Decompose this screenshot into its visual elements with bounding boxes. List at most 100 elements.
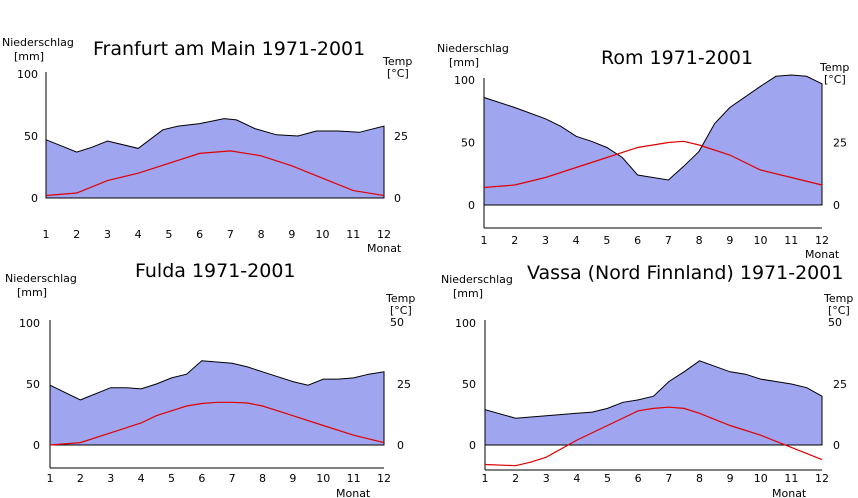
x-tick-label: 2 <box>511 234 518 247</box>
precipitation-area <box>45 118 385 199</box>
right-axis-label: Temp <box>819 61 849 74</box>
x-tick-label: 8 <box>259 472 266 485</box>
x-tick-label: 2 <box>77 472 84 485</box>
left-tick-label: 0 <box>31 192 38 205</box>
left-axis-unit: [mm] <box>14 50 44 63</box>
temperature-line <box>484 406 823 467</box>
x-tick-label: 4 <box>573 472 580 485</box>
x-tick-label: 2 <box>73 228 80 241</box>
x-tick-label: 10 <box>754 472 768 485</box>
x-tick-label: 9 <box>726 234 733 247</box>
x-tick-label: 3 <box>543 472 550 485</box>
x-tick-label: 8 <box>696 472 703 485</box>
x-tick-label: 5 <box>165 228 172 241</box>
x-tick-label: 6 <box>635 472 642 485</box>
x-axis-label: Monat <box>772 487 807 498</box>
right-tick-label: 0 <box>394 192 401 205</box>
right-axis-unit: [°C] <box>390 304 412 317</box>
x-tick-label: 5 <box>168 472 175 485</box>
precipitation-area <box>483 74 823 206</box>
left-axis-unit: [mm] <box>453 287 483 300</box>
x-tick-label: 1 <box>482 472 489 485</box>
left-tick-label: 0 <box>468 199 475 212</box>
x-tick-label: 9 <box>727 472 734 485</box>
right-axis-unit: [°C] <box>828 304 850 317</box>
left-axis-label: Niederschlag <box>2 36 74 49</box>
right-axis-label: Temp <box>382 55 412 68</box>
temperature-line <box>49 401 385 446</box>
chart-title: Vassa (Nord Finnland) 1971-2001 <box>527 262 843 284</box>
x-tick-label: 7 <box>665 472 672 485</box>
x-tick-label: 1 <box>481 234 488 247</box>
temperature-line <box>45 150 385 197</box>
x-tick-label: 4 <box>135 228 142 241</box>
left-tick-label: 50 <box>24 130 38 143</box>
x-tick-label: 11 <box>784 472 798 485</box>
x-tick-label: 10 <box>316 228 330 241</box>
x-tick-label: 11 <box>346 228 360 241</box>
chart-title: Rom 1971-2001 <box>601 47 753 69</box>
x-tick-label: 10 <box>754 234 768 247</box>
x-tick-label: 12 <box>815 234 829 247</box>
right-tick-label: 0 <box>397 439 404 452</box>
left-tick-label: 50 <box>462 378 476 391</box>
left-tick-label: 0 <box>33 439 40 452</box>
x-tick-label: 2 <box>512 472 519 485</box>
x-tick-label: 3 <box>107 472 114 485</box>
x-tick-label: 4 <box>138 472 145 485</box>
x-axis-label: Monat <box>805 248 840 261</box>
right-axis-unit: [°C] <box>824 73 846 86</box>
right-tick-label: 25 <box>394 130 408 143</box>
right-axis-label: Temp <box>823 292 853 305</box>
x-tick-label: 1 <box>43 228 50 241</box>
x-tick-label: 12 <box>377 228 391 241</box>
left-tick-label: 100 <box>454 74 475 87</box>
x-tick-label: 9 <box>289 472 296 485</box>
right-tick-label: 25 <box>397 378 411 391</box>
x-tick-label: 7 <box>229 472 236 485</box>
left-axis-unit: [mm] <box>17 286 47 299</box>
left-axis-label: Niederschlag <box>5 272 77 285</box>
x-tick-label: 5 <box>604 472 611 485</box>
chart-title: Fulda 1971-2001 <box>135 260 296 282</box>
right-tick-label: 50 <box>390 316 404 329</box>
x-tick-label: 7 <box>227 228 234 241</box>
x-tick-label: 11 <box>784 234 798 247</box>
left-tick-label: 0 <box>469 439 476 452</box>
x-tick-label: 11 <box>347 472 361 485</box>
right-tick-label: 25 <box>833 378 847 391</box>
x-tick-label: 6 <box>196 228 203 241</box>
x-tick-label: 9 <box>288 228 295 241</box>
x-tick-label: 8 <box>258 228 265 241</box>
x-tick-label: 10 <box>316 472 330 485</box>
left-axis-label: Niederschlag <box>441 273 513 286</box>
x-tick-label: 5 <box>603 234 610 247</box>
right-tick-label: 0 <box>833 199 840 212</box>
right-tick-label: 50 <box>828 316 842 329</box>
right-axis-unit: [°C] <box>387 67 409 80</box>
right-tick-label: 25 <box>833 137 847 150</box>
x-tick-label: 7 <box>665 234 672 247</box>
x-tick-label: 3 <box>542 234 549 247</box>
right-axis-label: Temp <box>385 292 415 305</box>
left-tick-label: 50 <box>26 378 40 391</box>
right-tick-label: 0 <box>833 439 840 452</box>
left-axis-label: Niederschlag <box>437 42 509 55</box>
x-tick-label: 6 <box>634 234 641 247</box>
x-tick-label: 12 <box>815 472 829 485</box>
x-axis-label: Monat <box>336 487 371 498</box>
x-tick-label: 12 <box>377 472 391 485</box>
x-axis-label: Monat <box>367 242 402 255</box>
x-tick-label: 4 <box>573 234 580 247</box>
x-tick-label: 6 <box>198 472 205 485</box>
precipitation-area <box>484 360 823 446</box>
left-tick-label: 100 <box>17 68 38 81</box>
x-tick-label: 8 <box>696 234 703 247</box>
temperature-line <box>483 140 823 189</box>
left-tick-label: 100 <box>455 317 476 330</box>
left-tick-label: 50 <box>461 137 475 150</box>
left-tick-label: 100 <box>19 317 40 330</box>
left-axis-unit: [mm] <box>449 56 479 69</box>
chart-title: Franfurt am Main 1971-2001 <box>93 38 365 60</box>
